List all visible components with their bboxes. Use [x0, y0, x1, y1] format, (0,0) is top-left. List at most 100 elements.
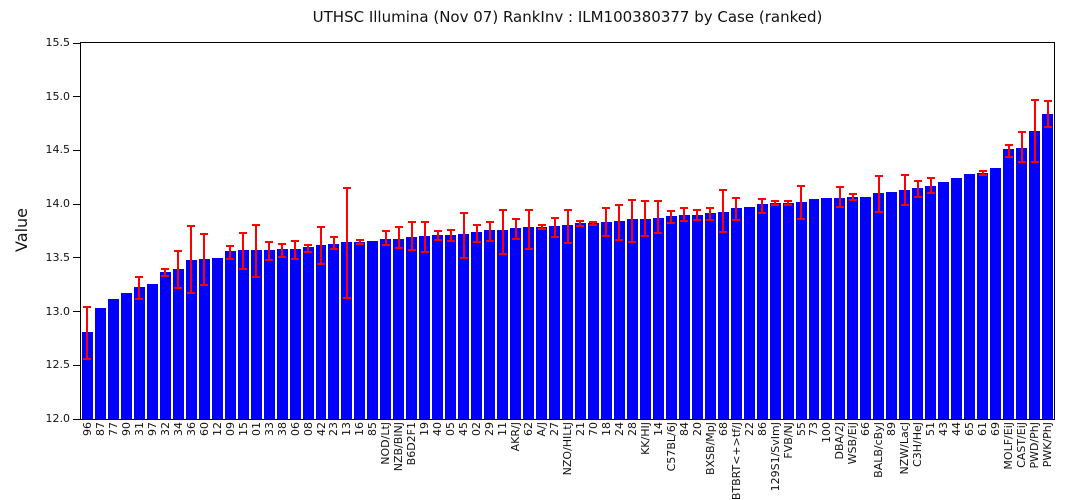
error-bar	[981, 170, 984, 176]
bar	[315, 244, 327, 419]
error-bar-cap	[252, 223, 261, 226]
error-bar-cap	[381, 243, 390, 246]
error-bar	[384, 231, 387, 245]
x-tick-label: 85	[366, 422, 380, 436]
error-bar-cap	[329, 236, 338, 239]
bar	[795, 202, 807, 419]
error-bar-cap	[459, 211, 468, 214]
error-bar-cap	[615, 204, 624, 207]
error-bar	[281, 243, 284, 257]
x-tick-label: 45	[457, 422, 471, 436]
x-tick-label: 42	[314, 422, 328, 436]
error-bar	[255, 224, 258, 278]
bar	[782, 203, 794, 419]
error-bar-cap	[420, 251, 429, 254]
x-tick-label: BALB/cByJ	[872, 422, 886, 478]
error-bar-cap	[797, 184, 806, 187]
x-tick-label: 33	[262, 422, 276, 436]
x-tick-label: WSB/EiJ	[846, 422, 860, 465]
x-tick-label: CAST/EiJ	[1015, 422, 1029, 468]
error-bar-cap	[291, 239, 300, 242]
error-bar	[696, 209, 699, 221]
bar	[419, 236, 431, 419]
y-tick-mark	[73, 96, 80, 98]
y-tick-mark	[73, 364, 80, 366]
y-tick-label: 12.5	[45, 358, 71, 372]
error-bar-cap	[200, 283, 209, 286]
x-tick-label: 16	[353, 422, 367, 436]
error-bar	[307, 244, 310, 253]
bar	[159, 271, 171, 419]
error-bar-cap	[719, 231, 728, 234]
bar	[951, 178, 963, 419]
error-bar-cap	[576, 224, 585, 227]
bar	[769, 203, 781, 419]
x-tick-label: 28	[625, 422, 639, 436]
error-bar	[514, 219, 517, 239]
x-tick-label: 31	[132, 422, 146, 436]
x-tick-label: 13	[340, 422, 354, 436]
bar	[237, 250, 249, 419]
error-bar-cap	[641, 235, 650, 238]
x-tick-label: 22	[742, 422, 756, 436]
bar	[600, 222, 612, 419]
error-bar	[683, 208, 686, 222]
x-tick-label: DBA/2J	[833, 422, 847, 460]
bar	[938, 181, 950, 419]
bar	[821, 197, 833, 419]
error-bar	[229, 246, 232, 259]
x-tick-label: 77	[106, 422, 120, 436]
error-bar-cap	[848, 193, 857, 196]
error-bar	[436, 231, 439, 240]
error-bar	[332, 237, 335, 250]
bar	[107, 298, 119, 419]
error-bar	[268, 241, 271, 260]
error-bar	[177, 251, 180, 288]
bar	[510, 227, 522, 419]
bar	[263, 250, 275, 419]
y-tick-label: 13.5	[45, 250, 71, 264]
error-bar-cap	[135, 297, 144, 300]
error-bar-cap	[342, 187, 351, 190]
bar	[1016, 148, 1028, 419]
bar	[574, 223, 586, 419]
error-bar-cap	[498, 208, 507, 211]
x-tick-label: B6D2F1	[405, 422, 419, 466]
error-bar-cap	[446, 228, 455, 231]
error-bar-cap	[407, 221, 416, 224]
error-bar-cap	[550, 236, 559, 239]
bar	[860, 196, 872, 419]
bar	[1003, 149, 1015, 419]
error-bar-cap	[304, 251, 313, 254]
error-bar-cap	[329, 248, 338, 251]
error-bar-cap	[900, 174, 909, 177]
x-tick-label: 29	[483, 422, 497, 436]
x-tick-label: FVB/NJ	[781, 422, 795, 459]
error-bar-cap	[317, 263, 325, 266]
x-tick-label: 09	[223, 422, 237, 436]
error-bar-cap	[589, 223, 598, 226]
error-bar-cap	[1043, 125, 1052, 128]
error-bar	[761, 198, 764, 213]
bar	[549, 225, 560, 419]
error-bar-cap	[161, 275, 170, 278]
error-bar-cap	[433, 230, 442, 232]
error-bar	[501, 209, 504, 254]
x-tick-label: BTBRT<+>tf/J	[729, 422, 743, 500]
error-bar	[320, 226, 322, 265]
error-bar	[164, 268, 167, 277]
error-bar-cap	[1017, 131, 1026, 134]
error-bar	[929, 178, 932, 194]
y-tick-mark	[73, 149, 80, 151]
x-tick-label: NZO/HILtJ	[561, 422, 574, 476]
x-tick-label: MOLF/EiJ	[1002, 422, 1016, 470]
x-tick-label: 129S1/SvImJ	[768, 422, 782, 492]
bar	[847, 196, 859, 419]
error-bar	[345, 188, 348, 298]
error-bar-cap	[161, 267, 170, 270]
x-tick-label: 34	[171, 422, 185, 436]
x-tick-label: NZB/BINJ	[392, 422, 406, 472]
error-bar-cap	[680, 220, 689, 223]
x-tick-label: NOD/LtJ	[379, 422, 393, 465]
